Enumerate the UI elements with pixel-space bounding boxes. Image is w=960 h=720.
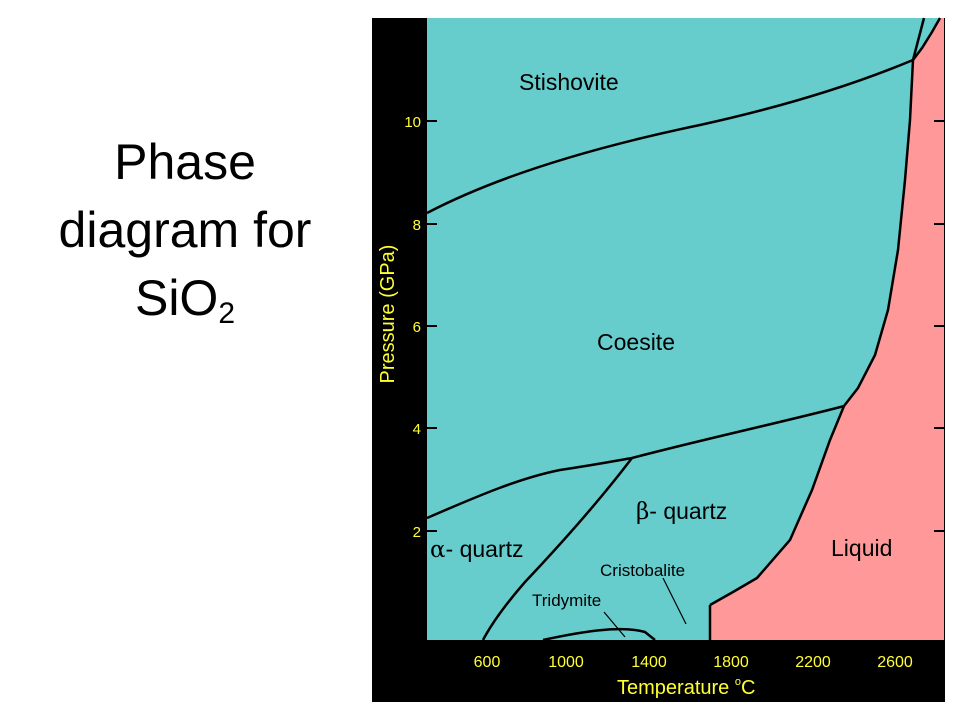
boundary-stishovite-left xyxy=(911,17,926,61)
y-tick-label-4: 4 xyxy=(413,421,421,438)
boundary-coesite-quartz xyxy=(426,404,845,520)
x-tick-label-600: 600 xyxy=(474,654,501,671)
label-cristobalite: Cristobalite xyxy=(600,561,685,580)
y-axis-title: Pressure (GPa) xyxy=(377,245,399,384)
x-axis-title-degree: o xyxy=(735,676,741,688)
label-beta-quartz: β- quartz xyxy=(636,498,727,525)
label-stishovite: Stishovite xyxy=(519,69,619,95)
liquid-region xyxy=(710,18,944,640)
formula-subscript: 2 xyxy=(218,297,236,330)
alpha-symbol: α xyxy=(430,537,446,563)
y-tick-label-10: 10 xyxy=(404,114,421,131)
x-tick-label-2600: 2600 xyxy=(877,654,913,671)
beta-symbol: β xyxy=(636,499,649,525)
x-tick-label-1800: 1800 xyxy=(713,654,749,671)
x-tick-label-2200: 2200 xyxy=(795,654,831,671)
y-tick-label-8: 8 xyxy=(413,217,421,234)
label-tridymite: Tridymite xyxy=(532,591,601,610)
x-axis-title: Temperature oC xyxy=(617,676,755,699)
label-alpha-quartz: α- quartz xyxy=(430,536,524,563)
y-tick-label-6: 6 xyxy=(413,319,421,336)
title-line-3: SiO2 xyxy=(10,264,360,348)
leader-tridymite xyxy=(603,611,626,638)
label-coesite: Coesite xyxy=(597,329,675,355)
title-line-2: diagram for xyxy=(58,202,312,258)
leader-cristobalite xyxy=(662,577,687,625)
melting-curve xyxy=(709,17,942,607)
boundary-alpha-beta-quartz xyxy=(481,457,633,641)
boundary-tridymite xyxy=(542,627,656,642)
x-axis-title-main: Temperature xyxy=(617,677,735,699)
y-tick-label-2: 2 xyxy=(413,524,421,541)
boundary-stishovite-coesite xyxy=(426,58,914,215)
slide-title: Phase diagram for SiO2 xyxy=(10,128,360,348)
alpha-text: - quartz xyxy=(446,536,524,562)
x-tick-label-1400: 1400 xyxy=(631,654,667,671)
x-axis-title-unit: C xyxy=(741,677,755,699)
formula-base: SiO xyxy=(134,270,219,326)
beta-text: - quartz xyxy=(649,498,727,524)
label-liquid: Liquid xyxy=(831,535,892,561)
x-tick-label-1000: 1000 xyxy=(548,654,584,671)
title-line-1: Phase xyxy=(114,134,256,190)
